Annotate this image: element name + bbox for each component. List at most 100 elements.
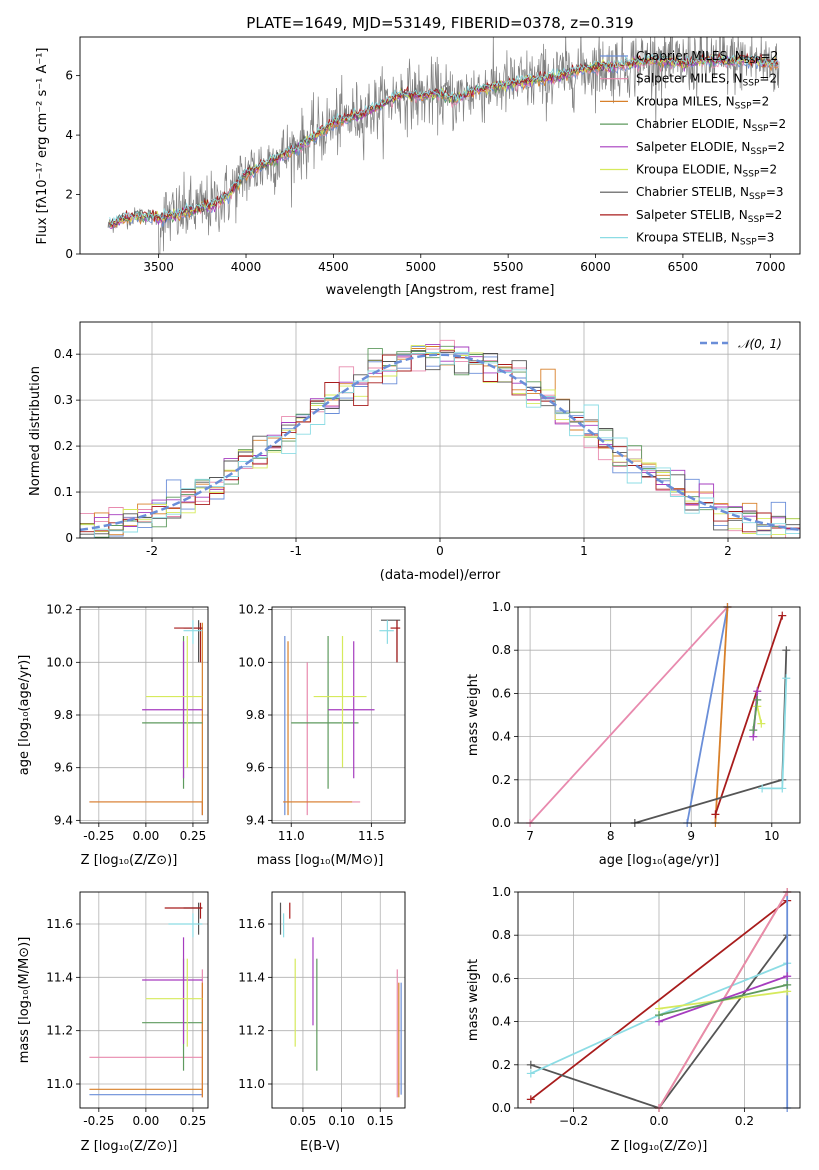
residuals-ylabel: Normed distribution — [28, 366, 43, 496]
y-tick-label: 0.8 — [492, 643, 511, 657]
weight-point-marker — [782, 646, 791, 655]
residuals-xlabel: (data-model)/error — [380, 568, 501, 583]
x-tick-label: 0.00 — [133, 829, 160, 843]
y-tick-label: 0.1 — [54, 485, 73, 499]
legend-label-part: =2 — [761, 49, 779, 63]
legend-label: Chabrier STELIB, NSSP=3 — [636, 185, 784, 202]
legend-label-part: =2 — [765, 208, 783, 222]
x-tick-label: 0.00 — [133, 1114, 160, 1128]
y-tick-label: 0 — [65, 247, 73, 261]
age-vs-mass-xlabel: mass [log₁₀(M/M⊙)] — [257, 853, 384, 868]
y-tick-label: 0.6 — [492, 971, 511, 985]
axes-border — [79, 891, 209, 1109]
legend-label: Kroupa ELODIE, NSSP=2 — [636, 163, 777, 180]
axes-border — [271, 606, 406, 824]
y-tick-label: 0.8 — [492, 928, 511, 942]
x-tick-label: 0.10 — [328, 1114, 355, 1128]
y-tick-label: 9.8 — [54, 708, 73, 722]
x-tick-label: 11.5 — [358, 829, 385, 843]
legend-label-part: =2 — [768, 117, 786, 131]
weight-line — [762, 678, 788, 790]
legend-label: Salpeter ELODIE, NSSP=2 — [636, 140, 785, 157]
x-tick-label: 7 — [526, 829, 534, 843]
x-tick-label: 4500 — [318, 260, 349, 274]
mass-vs-extinction-xlabel: E(B-V) — [300, 1139, 340, 1154]
x-tick-label: 5500 — [493, 260, 524, 274]
y-tick-label: 11.4 — [238, 970, 265, 984]
weight-point-marker — [753, 687, 762, 696]
weight-vs-age-ylabel: mass weight — [466, 674, 481, 756]
legend-label-part: Chabrier STELIB, N — [636, 185, 749, 199]
weight-line — [714, 615, 784, 815]
y-tick-label: 2 — [65, 188, 73, 202]
x-tick-label: 6000 — [580, 260, 611, 274]
y-tick-label: 0.0 — [492, 1101, 511, 1115]
legend-label-subscript: SSP — [750, 147, 767, 157]
legend-label-subscript: SSP — [749, 192, 766, 202]
legend-label-part: =3 — [757, 231, 775, 245]
residuals-panel: -2 -1 0 1 2 0 0.1 0.2 0.3 0.4 𝒩(0, 1) — [54, 321, 801, 558]
legend-label: Kroupa STELIB, NSSP=3 — [636, 231, 774, 248]
weight-line — [752, 699, 759, 731]
legend-label: Kroupa MILES, NSSP=2 — [636, 94, 769, 111]
legend-label: Chabrier MILES, NSSP=2 — [636, 49, 778, 66]
y-tick-label: 9.4 — [54, 813, 73, 827]
x-tick-label: 9 — [687, 829, 695, 843]
x-tick-label: 2 — [724, 544, 732, 558]
mass-vs-extinction-panel: 0.05 0.10 0.15 11.0 11.2 11.4 11.6 — [238, 891, 406, 1128]
x-tick-label: 0.0 — [649, 1114, 668, 1128]
x-tick-label: 0 — [436, 544, 444, 558]
weight-point-marker — [778, 611, 787, 620]
legend-label-part: Kroupa ELODIE, N — [636, 163, 743, 177]
y-tick-label: 0.2 — [492, 773, 511, 787]
y-tick-label: 10.0 — [238, 655, 265, 669]
spectrum-xlabel: wavelength [Angstrom, rest frame] — [326, 283, 555, 298]
weight-line — [658, 984, 788, 1016]
x-tick-label: 11.0 — [278, 829, 305, 843]
legend-label-subscript: SSP — [743, 170, 760, 180]
y-tick-label: 11.2 — [46, 1024, 73, 1038]
weight-vs-age-panel: 7 8 9 10 0.0 0.2 0.4 0.6 0.8 1.0 — [492, 600, 801, 843]
y-tick-label: 9.4 — [246, 813, 265, 827]
weight-vs-metallicity-panel: −0.2 0.0 0.2 0.0 0.2 0.4 0.6 0.8 1.0 — [492, 885, 801, 1128]
y-tick-label: 9.6 — [54, 761, 73, 775]
y-tick-label: 0.3 — [54, 393, 73, 407]
y-tick-label: 10.0 — [46, 655, 73, 669]
weight-vs-metallicity-xlabel: Z [log₁₀(Z/Z⊙)] — [611, 1139, 708, 1154]
age-vs-metallicity-ylabel: age [log₁₀(age/yr)] — [17, 655, 32, 776]
weight-line — [530, 899, 788, 1101]
axes-border — [517, 891, 801, 1109]
y-tick-label: 0.4 — [54, 347, 73, 361]
y-tick-label: 0.4 — [492, 730, 511, 744]
weight-line — [756, 706, 763, 724]
x-tick-label: -0.25 — [83, 829, 114, 843]
y-tick-label: 0.4 — [492, 1015, 511, 1029]
x-tick-label: 3500 — [143, 260, 174, 274]
legend-label-part: Salpeter ELODIE, N — [636, 140, 750, 154]
legend-label-part: =2 — [767, 140, 785, 154]
weight-line — [714, 607, 729, 823]
weight-line — [530, 934, 788, 1108]
legend-label-subscript: SSP — [752, 124, 769, 134]
legend-label: Chabrier ELODIE, NSSP=2 — [636, 117, 786, 134]
y-tick-label: 1.0 — [492, 600, 511, 614]
figure-title: PLATE=1649, MJD=53149, FIBERID=0378, z=0… — [246, 14, 633, 32]
y-tick-label: 0.6 — [492, 686, 511, 700]
mass-vs-metallicity-xlabel: Z [log₁₀(Z/Z⊙)] — [81, 1139, 178, 1154]
weight-point-marker — [778, 784, 787, 793]
y-tick-label: 4 — [65, 128, 73, 142]
y-tick-label: 0 — [65, 531, 73, 545]
y-tick-label: 10.2 — [46, 603, 73, 617]
legend-label-part: Kroupa MILES, N — [636, 94, 735, 108]
y-tick-label: 1.0 — [492, 885, 511, 899]
weight-point-marker — [753, 695, 762, 704]
mass-vs-metallicity-panel: -0.25 0.00 0.25 11.0 11.2 11.4 11.6 — [46, 891, 209, 1128]
spectrum-panel: 3500 4000 4500 5000 5500 6000 6500 7000 0 2 4 6 Chab… — [65, 36, 801, 274]
legend-label: 𝒩(0, 1) — [738, 337, 782, 351]
y-tick-label: 10.2 — [238, 603, 265, 617]
weight-point-marker — [783, 972, 792, 981]
legend-label-subscript: SSP — [735, 101, 752, 111]
y-tick-label: 0.0 — [492, 816, 511, 830]
x-tick-label: 4000 — [231, 260, 262, 274]
